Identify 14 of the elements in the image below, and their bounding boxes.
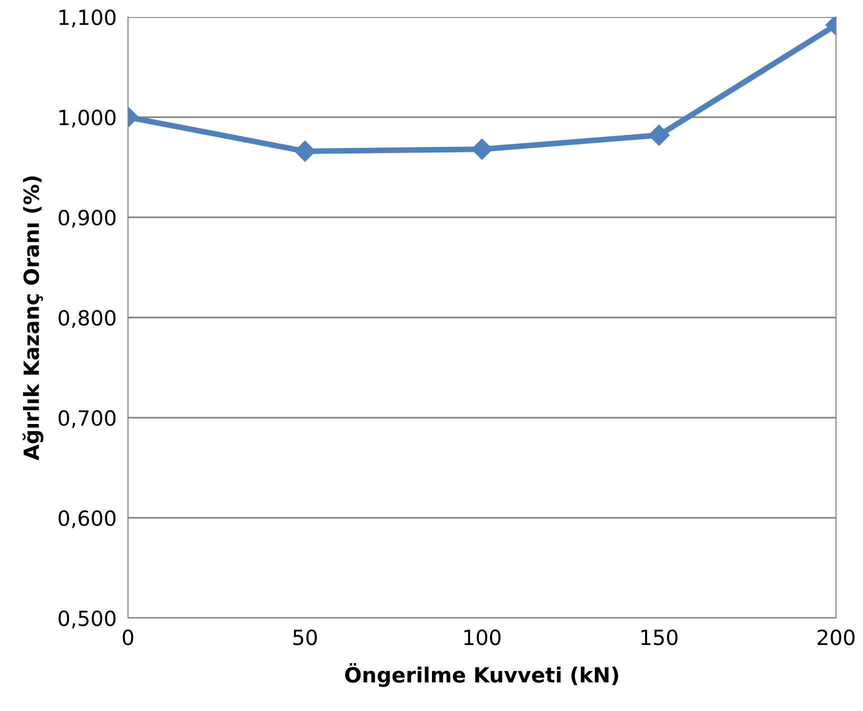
x-tick-label: 100 — [464, 629, 500, 646]
y-tick-label: 0,600 — [58, 510, 116, 528]
y-tick-label: 0,900 — [58, 210, 116, 228]
x-axis-title: Öngerilme Kuvveti (kN) — [345, 663, 618, 687]
x-tick-label: 150 — [641, 629, 678, 646]
y-tick-label: 0,800 — [58, 310, 116, 328]
x-tick-label: 50 — [293, 629, 317, 646]
y-axis-title: Ağırlık Kazanç Oranı (%) — [22, 176, 44, 460]
x-tick-label: 0 — [122, 629, 134, 646]
x-tick-label: 200 — [818, 629, 854, 646]
y-tick-label: 0,700 — [58, 410, 116, 428]
y-tick-label: 1,100 — [60, 9, 116, 28]
y-tick-label: 0,500 — [58, 610, 116, 628]
y-tick-label: 1,000 — [60, 110, 116, 128]
